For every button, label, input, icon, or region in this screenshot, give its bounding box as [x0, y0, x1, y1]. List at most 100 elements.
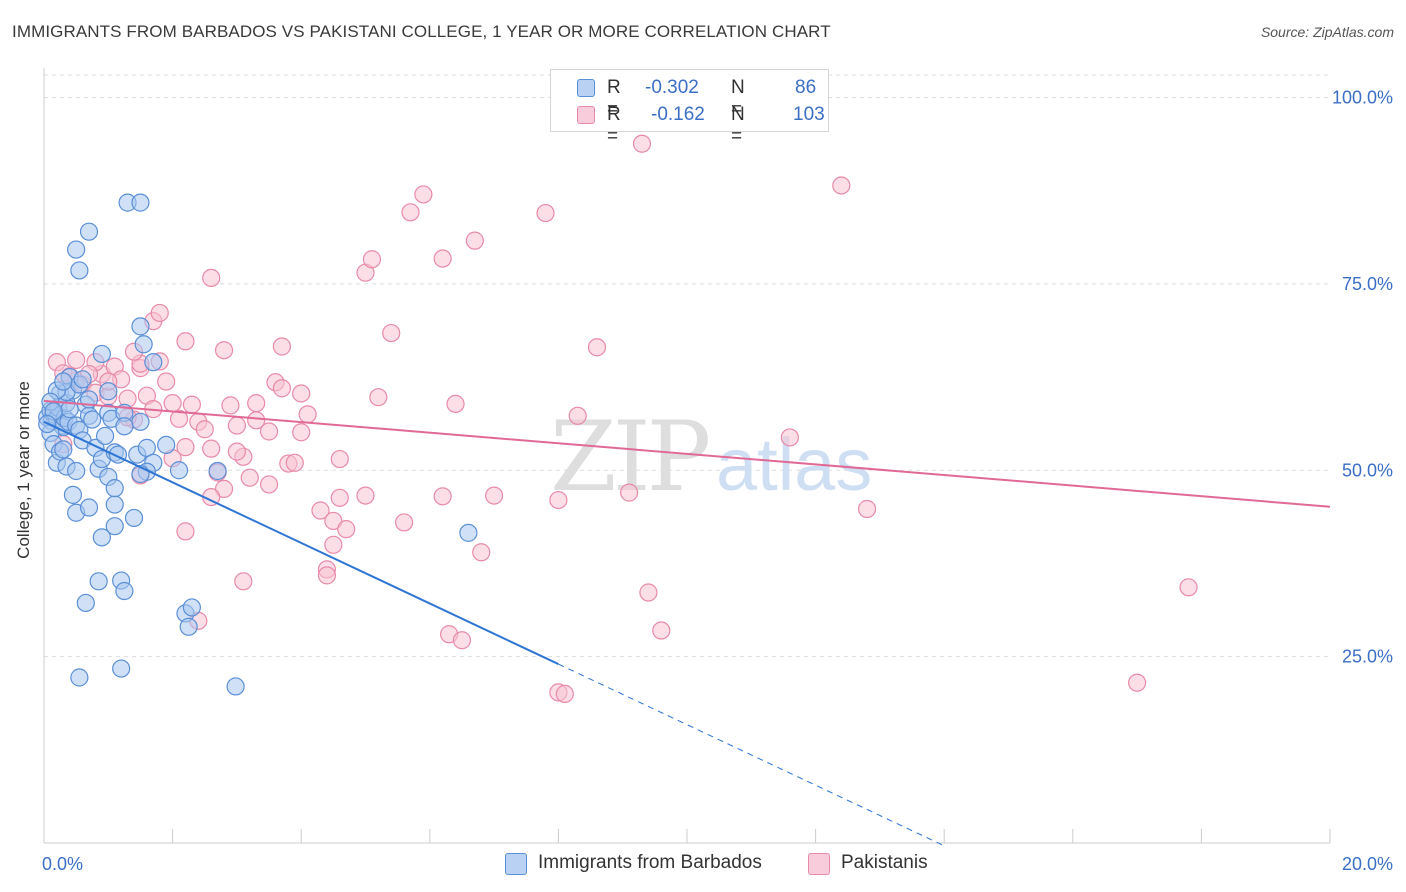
pakistanis-point: [832, 176, 851, 195]
legend-swatch-barbados: [577, 79, 595, 97]
source-credit: Source: ZipAtlas.com: [1260, 24, 1394, 40]
barbados-point: [70, 668, 89, 687]
barbados-points: [38, 193, 478, 696]
x-tick-label-min: 0.0%: [42, 854, 83, 874]
pakistanis-point: [472, 543, 491, 562]
barbados-point: [92, 528, 111, 547]
pakistanis-point: [227, 442, 246, 461]
series-label-pakistanis: Pakistanis: [841, 852, 928, 873]
pakistanis-point: [452, 631, 472, 650]
barbados-point: [105, 479, 124, 498]
pakistanis-point: [67, 350, 86, 370]
pakistanis-point: [163, 394, 182, 413]
pakistanis-point: [485, 486, 504, 505]
pakistanis-point: [414, 185, 433, 204]
legend-n-value-pakistanis: 103: [793, 104, 825, 125]
pakistanis-point: [324, 535, 343, 554]
pakistanis-trend-line: [43, 399, 1331, 508]
pakistanis-point: [639, 583, 658, 602]
y-tick-label: 25.0%: [1342, 647, 1393, 667]
barbados-trend-extension: [558, 663, 945, 847]
pakistanis-point: [221, 396, 240, 415]
legend-r-label: R =: [607, 104, 621, 147]
pakistanis-point: [227, 416, 246, 435]
pakistanis-point: [433, 249, 452, 268]
pakistanis-point: [272, 337, 292, 356]
legend-n-value-barbados: 86: [795, 77, 817, 98]
barbados-point: [105, 495, 124, 514]
legend-n-label: N =: [731, 104, 745, 147]
pakistanis-point: [176, 438, 195, 457]
pakistanis-point: [362, 250, 382, 269]
pakistanis-point: [150, 303, 169, 323]
pakistanis-point: [382, 323, 401, 343]
pakistanis-point: [292, 384, 311, 403]
pakistanis-point: [632, 134, 652, 153]
barbados-point: [92, 344, 111, 364]
pakistanis-point: [202, 268, 221, 288]
pakistanis-point: [311, 501, 330, 520]
pakistanis-point: [568, 406, 587, 425]
barbados-point: [54, 440, 73, 459]
barbados-point: [63, 485, 83, 504]
y-tick-labels: 25.0% 50.0% 75.0% 100.0%: [1332, 88, 1393, 667]
pakistanis-point: [356, 486, 375, 505]
pakistanis-point: [292, 423, 311, 442]
pakistanis-point: [369, 388, 388, 407]
stats-legend: R = -0.302 N = 86 R = -0.162 N = 103: [550, 69, 829, 147]
barbados-point: [79, 222, 99, 241]
watermark: ZIP atlas: [550, 401, 872, 513]
pakistanis-point: [652, 621, 671, 640]
pakistanis-point: [176, 522, 195, 541]
pakistanis-point: [298, 405, 317, 424]
pakistanis-point: [620, 483, 639, 502]
pakistanis-point: [401, 203, 420, 222]
pakistanis-point: [465, 231, 484, 250]
pakistanis-point: [259, 422, 279, 441]
barbados-point: [144, 353, 163, 372]
barbados-point: [83, 410, 102, 429]
pakistanis-point: [587, 338, 607, 357]
y-tick-label: 100.0%: [1332, 88, 1393, 108]
y-axis-label-wrap: College, 1 year or more: [14, 381, 34, 559]
pakistanis-point: [1179, 578, 1198, 597]
pakistanis-point: [176, 332, 195, 351]
pakistanis-point: [240, 468, 259, 487]
y-axis-label: College, 1 year or more: [14, 381, 33, 559]
pakistanis-point: [536, 203, 555, 223]
pakistanis-point: [202, 439, 221, 458]
pakistanis-point: [337, 520, 356, 539]
series-swatch-pakistanis: [808, 853, 830, 875]
pakistanis-point: [446, 394, 465, 414]
barbados-point: [226, 677, 245, 696]
barbados-point: [79, 498, 99, 517]
pakistanis-point: [330, 449, 349, 469]
pakistanis-point: [272, 379, 292, 398]
legend-r-label: R =: [607, 77, 621, 120]
pakistanis-point: [247, 394, 266, 413]
legend-swatch-pakistanis: [577, 106, 595, 124]
pakistanis-point: [234, 572, 253, 591]
barbados-point: [208, 461, 227, 481]
pakistanis-point: [214, 479, 234, 498]
pakistanis-point: [324, 511, 343, 531]
pakistanis-point: [195, 420, 214, 439]
barbados-point: [99, 382, 118, 401]
barbados-point: [76, 593, 95, 613]
pakistanis-point: [555, 684, 574, 704]
axis-layer: [43, 68, 1331, 844]
trend-lines: [43, 399, 1331, 847]
barbados-point: [131, 317, 150, 336]
barbados-point: [105, 517, 124, 536]
barbados-point: [115, 581, 134, 601]
barbados-point: [157, 435, 176, 455]
barbados-point: [67, 240, 86, 259]
barbados-point: [179, 617, 198, 636]
pakistanis-point: [157, 372, 176, 391]
pakistanis-point: [169, 409, 189, 428]
barbados-point: [182, 598, 201, 617]
legend-r-value-pakistanis: -0.162: [651, 104, 705, 125]
pakistanis-point: [780, 428, 799, 447]
y-tick-label: 75.0%: [1342, 274, 1393, 294]
